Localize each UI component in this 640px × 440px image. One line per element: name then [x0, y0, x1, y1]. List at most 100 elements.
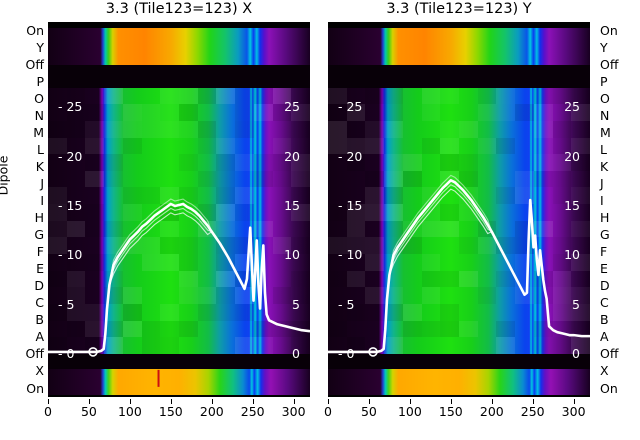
category-label-right-m-6: M: [600, 124, 611, 140]
category-label-right-a-18: A: [600, 329, 609, 345]
x-tick-mark: [450, 399, 452, 404]
category-label-right-y-1: Y: [600, 39, 608, 55]
category-label-right-c-16: C: [600, 295, 609, 311]
x-tick-mark: [532, 399, 534, 404]
category-label-right-i-10: I: [600, 193, 604, 208]
x-tick-mark: [409, 399, 411, 404]
x-tick-mark: [293, 399, 295, 404]
y-tick-label: - 15: [338, 197, 363, 213]
category-label-left-y-1: Y: [36, 39, 44, 55]
x-tick-mark: [211, 399, 213, 404]
category-label-right-off-2: Off: [600, 56, 619, 72]
y-tick-label: - 25: [58, 99, 83, 115]
category-label-left-b-17: B: [35, 312, 44, 328]
category-label-right-f-13: F: [600, 244, 608, 260]
category-label-right-p-3: P: [600, 73, 608, 89]
category-label-left-f-13: F: [36, 244, 44, 260]
category-label-right-n-5: N: [600, 107, 610, 123]
y-tick-label: - 20: [338, 148, 363, 164]
x-tick-label: 100: [397, 404, 422, 419]
y-tick-label: - 10: [338, 247, 363, 263]
panel-title-y: 3.3 (Tile123=123) Y: [386, 1, 532, 17]
category-label-left-a-18: A: [35, 329, 44, 345]
y-axis-label: Dipole: [0, 155, 11, 196]
y-tick-label: 25: [284, 99, 300, 115]
category-label-left-n-5: N: [34, 107, 44, 123]
x-tick-mark: [129, 399, 131, 404]
x-tick-label: 150: [158, 404, 183, 419]
category-label-left-x-20: X: [35, 363, 44, 379]
x-tick-mark: [328, 399, 329, 404]
y-tick-label: 15: [284, 197, 300, 213]
category-label-right-off-19: Off: [600, 346, 619, 362]
y-tick-label: - 25: [338, 99, 363, 115]
x-tick-label: 250: [240, 404, 265, 419]
y-tick-label: 15: [564, 197, 580, 213]
y-tick-label: 5: [292, 296, 300, 312]
y-tick-label: - 5: [58, 296, 75, 312]
category-label-left-off-19: Off: [25, 346, 44, 362]
x-tick-label: 50: [80, 404, 97, 419]
category-label-left-p-3: P: [36, 73, 44, 89]
x-tick-mark: [368, 399, 370, 404]
category-label-right-j-9: J: [600, 175, 604, 191]
category-label-right-on-0: On: [600, 22, 618, 38]
heatmap-panel-x[interactable]: - 0 - 5 - 10 - 15 - 20 - 25 0 5 10 15 20 25: [48, 22, 310, 397]
category-label-right-l-7: L: [600, 141, 607, 157]
category-label-left-on-21: On: [26, 380, 44, 396]
x-tick-label: 50: [360, 404, 377, 419]
white-trace-x: [48, 22, 310, 397]
y-tick-label: 0: [572, 345, 580, 361]
heatmap-bottom-strip-y: [328, 368, 590, 396]
y-tick-label: 20: [564, 148, 580, 164]
y-tick-label: 0: [292, 345, 300, 361]
category-axis-left: On Y Off P O N M L K J I H G F E D C B A Off X On: [10, 22, 44, 397]
category-label-left-o-4: O: [34, 90, 44, 106]
y-tick-label: 25: [564, 99, 580, 115]
y-tick-label: - 5: [338, 296, 355, 312]
category-label-right-on-21: On: [600, 380, 618, 396]
category-label-right-o-4: O: [600, 90, 610, 106]
x-tick-mark: [170, 399, 172, 404]
y-tick-label: - 0: [58, 345, 75, 361]
category-label-left-l-7: L: [37, 141, 44, 157]
heatmap-top-strip-x: [48, 27, 310, 66]
x-tick-label: 250: [520, 404, 545, 419]
category-label-left-g-12: G: [34, 227, 44, 243]
x-tick-label: 0: [324, 404, 332, 419]
x-tick-label: 300: [561, 404, 586, 419]
heatmap-bottom-strip-x: [48, 368, 310, 396]
heatmap-panel-y[interactable]: - 0 - 5 - 10 - 15 - 20 - 25 0 5 10 15 20 25: [328, 22, 590, 397]
category-label-right-d-15: D: [600, 278, 610, 294]
category-label-left-d-15: D: [34, 278, 44, 294]
x-axis-right: 0 50 100 150 200 250 300: [324, 399, 590, 439]
x-axis-left: 0 50 100 150 200 250 300: [44, 399, 310, 439]
y-tick-label: 10: [564, 247, 580, 263]
x-tick-label: 150: [438, 404, 463, 419]
y-tick-label: 5: [572, 296, 580, 312]
category-label-left-e-14: E: [36, 261, 44, 277]
category-label-left-h-11: H: [34, 210, 44, 225]
x-tick-mark: [48, 399, 49, 404]
category-label-right-b-17: B: [600, 312, 609, 328]
red-marker-x: [48, 22, 310, 397]
heatmap-gap-lower-y: [328, 353, 590, 369]
heatmap-top-strip-y: [328, 27, 590, 66]
category-label-right-x-20: X: [600, 363, 609, 379]
y-tick-label: - 10: [58, 247, 83, 263]
category-label-left-m-6: M: [33, 124, 44, 140]
category-label-right-h-11: H: [600, 210, 610, 225]
heatmap-gap-lower-x: [48, 353, 310, 369]
category-label-right-g-12: G: [600, 227, 610, 243]
x-tick-label: 200: [199, 404, 224, 419]
x-tick-mark: [573, 399, 575, 404]
white-trace-y: [328, 22, 590, 397]
category-label-left-i-10: I: [40, 193, 44, 208]
x-tick-label: 200: [479, 404, 504, 419]
category-label-left-off-2: Off: [25, 56, 44, 72]
category-label-right-e-14: E: [600, 261, 608, 277]
x-tick-label: 300: [281, 404, 306, 419]
x-tick-label: 0: [44, 404, 52, 419]
category-label-right-k-8: K: [600, 158, 609, 174]
